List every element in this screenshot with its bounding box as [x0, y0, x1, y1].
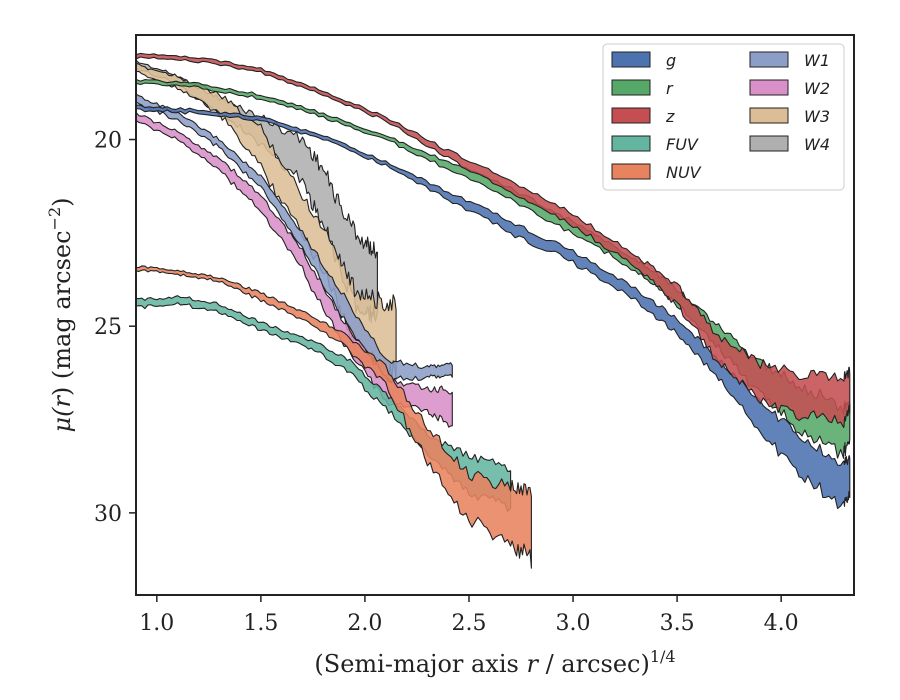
- legend-swatch-w2: [749, 79, 789, 96]
- legend-label-w3: W3: [804, 107, 830, 126]
- band-z: [136, 52, 851, 428]
- y-tick-label: 30: [94, 502, 122, 527]
- y-tick-label: 25: [94, 315, 122, 340]
- band-w2: [136, 111, 453, 428]
- legend-swatch-w1: [749, 51, 789, 68]
- x-tick-label: 3.0: [556, 611, 591, 636]
- legend-swatch-g: [611, 51, 651, 68]
- legend-label-r: r: [666, 79, 674, 98]
- y-axis-ticks: 20 25 30: [94, 129, 136, 527]
- profile-bands: [136, 52, 851, 569]
- legend-swatch-nuv: [611, 163, 651, 180]
- x-axis-label: (Semi-major axis r / arcsec)1/4: [314, 647, 675, 678]
- band-r: [136, 78, 851, 459]
- legend-label-g: g: [666, 51, 676, 70]
- band-nuv: [136, 265, 532, 569]
- y-tick-label: 20: [94, 129, 122, 154]
- x-tick-label: 3.5: [660, 611, 695, 636]
- legend-swatch-z: [611, 107, 651, 124]
- legend: grz FUV NUV W1 W2 W3 W4: [602, 43, 845, 191]
- legend-label-nuv: NUV: [666, 163, 702, 182]
- legend-label-z: z: [665, 107, 675, 126]
- y-axis-label: μ(r) (mag arcsec−2): [45, 197, 76, 432]
- legend-label-w1: W1: [804, 51, 830, 70]
- legend-swatch-fuv: [611, 135, 651, 152]
- x-tick-label: 1.5: [243, 611, 278, 636]
- legend-swatch-w4: [749, 135, 789, 152]
- x-tick-label: 2.5: [451, 611, 486, 636]
- legend-label-fuv: FUV: [666, 135, 699, 154]
- x-tick-label: 4.0: [764, 611, 799, 636]
- x-tick-label: 1.0: [139, 611, 174, 636]
- legend-label-w2: W2: [804, 79, 830, 98]
- x-tick-label: 2.0: [347, 611, 382, 636]
- legend-swatch-w3: [749, 107, 789, 124]
- x-axis-ticks: 1.0 1.5 2.0 2.5 3.0 3.5 4.0: [139, 595, 799, 636]
- band-w1: [136, 93, 453, 383]
- plot-frame: [135, 34, 855, 596]
- band-g: [136, 104, 851, 510]
- legend-label-w4: W4: [804, 135, 830, 154]
- legend-swatch-r: [611, 79, 651, 96]
